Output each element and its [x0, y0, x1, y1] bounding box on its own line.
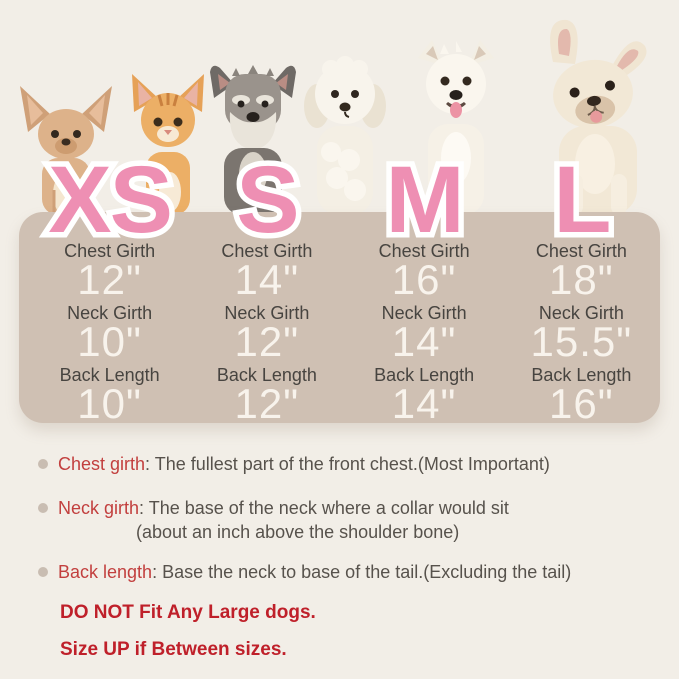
size-label-s: S [236, 153, 299, 249]
size-column-l: L Chest Girth 18" Neck Girth 15.5" Back … [503, 153, 660, 427]
size-chart-panel: XS Chest Girth 12" Neck Girth 10" Back L… [19, 153, 660, 427]
neck-girth-value: 14" [391, 318, 457, 365]
chest-girth-value: 18" [549, 256, 614, 303]
chest-girth-value: 12" [77, 256, 142, 303]
maltese-photo-icon [304, 56, 386, 215]
back-length-label: Back Length [59, 365, 160, 385]
neck-girth-label: Neck Girth [381, 303, 467, 323]
back-length-value: 14" [391, 380, 457, 427]
size-label-l: L [553, 153, 611, 249]
bullet-icon [38, 459, 48, 469]
chest-girth-value: 14" [234, 256, 300, 303]
note-label: Neck girth [58, 498, 140, 518]
note-label: Chest girth [58, 454, 146, 474]
neck-girth-label: Neck Girth [67, 303, 153, 323]
back-length-label: Back Length [531, 365, 632, 385]
neck-girth-value: 15.5" [530, 318, 633, 365]
note-text: : The base of the neck where a collar wo… [139, 498, 509, 518]
back-length-value: 12" [234, 380, 300, 427]
back-length-value: 16" [549, 380, 614, 427]
bullet-icon [38, 503, 48, 513]
warning-size-up: Size UP if Between sizes. [60, 639, 287, 660]
neck-girth-label: Neck Girth [224, 303, 310, 323]
bullet-icon [38, 567, 48, 577]
size-label-xs: XS [48, 153, 173, 249]
back-length-label: Back Length [374, 365, 475, 385]
size-column-m: M Chest Girth 16" Neck Girth 14" Back Le… [346, 153, 503, 427]
chest-girth-value: 16" [391, 256, 457, 303]
back-length-value: 10" [77, 380, 142, 427]
size-label-m: M [386, 153, 465, 249]
size-column-s: S Chest Girth 14" Neck Girth 12" Back Le… [188, 153, 345, 427]
size-column-xs: XS Chest Girth 12" Neck Girth 10" Back L… [31, 153, 188, 427]
back-length-note: Back length: Base the neck to base of th… [38, 560, 663, 584]
neck-girth-value: 12" [234, 318, 300, 365]
note-text: : The fullest part of the front chest.(M… [145, 454, 550, 474]
note-text-line2: (about an inch above the shoulder bone) [136, 522, 460, 542]
neck-girth-note: Neck girth: The base of the neck where a… [38, 496, 663, 544]
back-length-label: Back Length [216, 365, 317, 385]
neck-girth-value: 10" [77, 318, 142, 365]
warning-no-large-dogs: DO NOT Fit Any Large dogs. [60, 602, 316, 623]
neck-girth-label: Neck Girth [538, 303, 624, 323]
measurement-notes: Chest girth: The fullest part of the fro… [38, 452, 663, 676]
note-text: : Base the neck to base of the tail.(Exc… [152, 562, 572, 582]
note-label: Back length [58, 562, 153, 582]
chest-girth-note: Chest girth: The fullest part of the fro… [38, 452, 663, 476]
